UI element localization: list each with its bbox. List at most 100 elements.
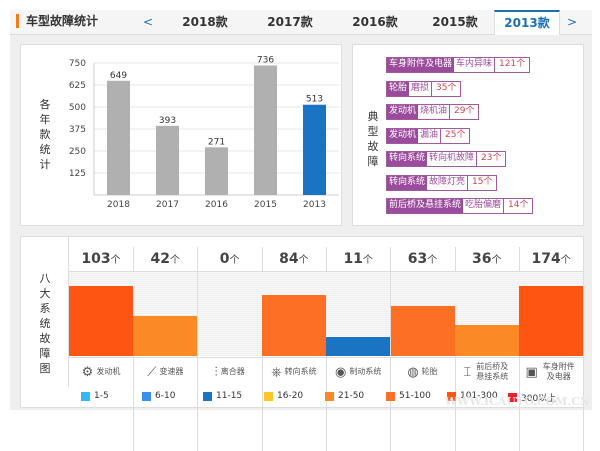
system-column[interactable]: 11个 ◉ 制动系统: [326, 247, 392, 451]
count-value: 0: [219, 251, 230, 267]
fault-count: 14个: [504, 199, 533, 213]
tab-2015[interactable]: 2015款: [432, 15, 478, 29]
brake-disc-icon: ◉: [335, 364, 347, 380]
yearly-stats-panel: 各年款统计 125 250 375 500 625 750 649 2018 393 2017 27…: [20, 44, 342, 226]
fault-system: 轮胎: [387, 81, 410, 96]
system-bar: [454, 324, 519, 356]
bar-2013: [303, 104, 326, 195]
count-unit: 个: [491, 255, 502, 266]
system-name: 离合器: [220, 367, 245, 376]
y-tick-label: 750: [69, 59, 86, 69]
system-name-cell: ◉ 制动系统: [326, 357, 391, 386]
y-tick-label: 375: [69, 125, 86, 135]
legend-label: 1-5: [94, 391, 109, 401]
tab-2013[interactable]: 2013款: [494, 10, 560, 35]
typical-faults-panel: 典型故障 车身附件及电器 车内异味 121个 轮胎 磨损 35个 发动机 烧机油 29个 发动机漏…: [352, 44, 584, 226]
system-name-cell: ⟋ 变速器: [133, 357, 198, 386]
x-tick-label: 2013: [303, 200, 326, 210]
fault-system: 发动机: [387, 128, 419, 143]
legend-label: 16-20: [277, 391, 304, 401]
typical-fault-item[interactable]: 车身附件及电器 车内异味 121个: [386, 57, 531, 73]
typical-fault-item[interactable]: 转向系统 故障灯亮 15个: [386, 174, 498, 191]
legend-swatch: [447, 391, 456, 401]
count-unit: 个: [362, 255, 373, 266]
tab-2016[interactable]: 2016款: [352, 15, 398, 29]
legend-item: 11-15: [203, 391, 242, 401]
system-column[interactable]: 103个 ⚙ 发动机: [69, 247, 134, 451]
system-column[interactable]: 174个 ▣ 车身附件及电器: [519, 247, 585, 451]
y-tick-label: 250: [69, 147, 86, 157]
count-value: 11: [343, 251, 363, 267]
bar-2017: [156, 125, 179, 195]
system-count: 84个: [261, 247, 326, 272]
bar-area: [454, 272, 519, 356]
fault-issue: 故障灯亮: [427, 175, 469, 190]
bar-area: [197, 272, 262, 356]
system-count: 42个: [133, 247, 198, 272]
typical-fault-item[interactable]: 发动机 漏油 25个: [386, 127, 471, 144]
y-tick-label: 125: [69, 169, 86, 179]
system-count: 36个: [454, 247, 519, 272]
legend-item: 16-20: [264, 391, 303, 401]
count-unit: 个: [427, 255, 438, 266]
bar-area: [69, 272, 133, 356]
fault-issue: 转向机故障: [427, 152, 478, 166]
system-count: 0个: [197, 247, 262, 272]
legend-item: 21-50: [325, 391, 364, 401]
system-name: 制动系统: [349, 367, 382, 376]
bar-2015: [254, 65, 277, 195]
legend-item: 1-5: [81, 391, 109, 401]
legend-swatch: [81, 391, 90, 401]
typical-fault-item[interactable]: 发动机 烧机油 29个: [386, 104, 480, 120]
fault-count: 121个: [495, 58, 530, 72]
count-unit: 个: [298, 255, 309, 266]
system-name: 前后桥及悬挂系统: [476, 362, 509, 381]
fault-issue: 烧机油: [418, 105, 451, 119]
fault-issue: 磨损: [409, 81, 433, 96]
next-arrow-button[interactable]: >: [566, 15, 578, 29]
bar-area: [133, 272, 198, 356]
systems-chart: 103个 ⚙ 发动机 42个 ⟋ 变速器 0个 ⫶ 离合器 84个 ⎈ 转向系统 11个 ◉ 制动系统 63个…: [68, 237, 585, 451]
system-column[interactable]: 63个 ◍ 轮胎: [390, 247, 456, 451]
fault-system: 前后桥及悬挂系统: [387, 199, 464, 213]
system-count: 174个: [519, 247, 584, 272]
legend-label: 11-15: [216, 391, 243, 401]
system-name: 轮胎: [421, 367, 438, 376]
system-column[interactable]: 84个 ⎈ 转向系统: [261, 247, 327, 451]
system-column[interactable]: 42个 ⟋ 变速器: [133, 247, 199, 451]
bar-value-label: 649: [110, 71, 127, 81]
system-name: 车身附件及电器: [542, 362, 575, 381]
y-axis-label: 各年款统计: [39, 98, 51, 171]
system-name-cell: ⚙ 发动机: [69, 357, 133, 386]
system-name-cell: ⌶ 前后桥及悬挂系统: [454, 357, 519, 386]
legend-swatch: [142, 391, 151, 401]
fault-stats-widget: 车型故障统计 < 2018款 2017款 2016款 2015款 2013款 >…: [10, 10, 592, 451]
typical-fault-item[interactable]: 转向系统 转向机故障 23个: [386, 151, 507, 167]
x-tick-label: 2016: [205, 200, 228, 210]
fault-count: 29个: [450, 105, 479, 119]
typical-fault-item[interactable]: 轮胎 磨损 35个: [386, 80, 462, 97]
legend-swatch: [325, 391, 334, 401]
legend-item: 101-300: [447, 391, 498, 401]
fault-count: 25个: [441, 128, 470, 143]
fault-system: 车身附件及电器: [387, 58, 455, 72]
count-value: 36: [472, 251, 492, 267]
yearly-bar-chart: 125 250 375 500 625 750 649 2018 393 2017 271 2016 7…: [69, 55, 339, 210]
fault-system: 转向系统: [387, 152, 428, 166]
fault-issue: 车内异味: [454, 58, 496, 72]
count-value: 63: [407, 251, 428, 267]
typical-fault-item[interactable]: 前后桥及悬挂系统 吃胎偏磨 14个: [386, 198, 534, 214]
count-unit: 个: [110, 255, 121, 266]
system-column[interactable]: 36个 ⌶ 前后桥及悬挂系统: [454, 247, 520, 451]
system-bar: [326, 336, 391, 356]
tab-2018[interactable]: 2018款: [182, 15, 228, 29]
tab-2017[interactable]: 2017款: [267, 15, 313, 29]
fault-count: 23个: [477, 152, 506, 166]
system-name: 发动机: [96, 367, 121, 376]
count-unit: 个: [170, 255, 181, 266]
system-name-cell: ◍ 轮胎: [390, 357, 455, 386]
system-column[interactable]: 0个 ⫶ 离合器: [197, 247, 263, 451]
x-tick-label: 2017: [156, 200, 179, 210]
prev-arrow-button[interactable]: <: [142, 15, 154, 29]
legend-label: 300以上: [521, 394, 557, 404]
